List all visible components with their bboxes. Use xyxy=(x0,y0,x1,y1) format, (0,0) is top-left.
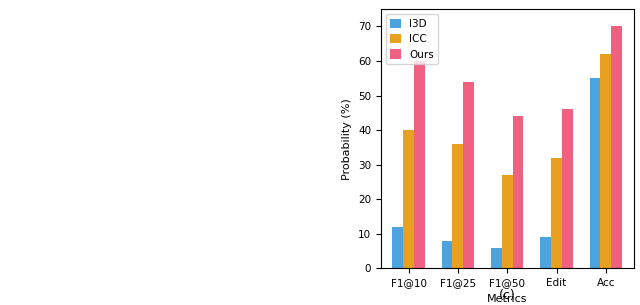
Bar xyxy=(611,27,622,268)
Bar xyxy=(600,54,611,268)
Bar xyxy=(442,241,452,268)
Bar xyxy=(452,144,463,268)
X-axis label: Metrics: Metrics xyxy=(487,294,527,304)
Bar xyxy=(491,248,502,268)
Bar xyxy=(540,237,551,268)
Bar xyxy=(502,175,513,268)
Bar xyxy=(392,227,403,268)
Bar xyxy=(562,109,573,268)
Bar xyxy=(403,130,414,268)
Bar xyxy=(589,78,600,268)
Bar xyxy=(414,61,425,268)
Y-axis label: Probability (%): Probability (%) xyxy=(342,98,353,180)
Bar xyxy=(551,158,562,268)
Legend: I3D, ICC, Ours: I3D, ICC, Ours xyxy=(386,14,438,64)
Bar xyxy=(463,82,474,268)
Bar xyxy=(513,116,524,268)
Text: (c): (c) xyxy=(499,289,516,302)
